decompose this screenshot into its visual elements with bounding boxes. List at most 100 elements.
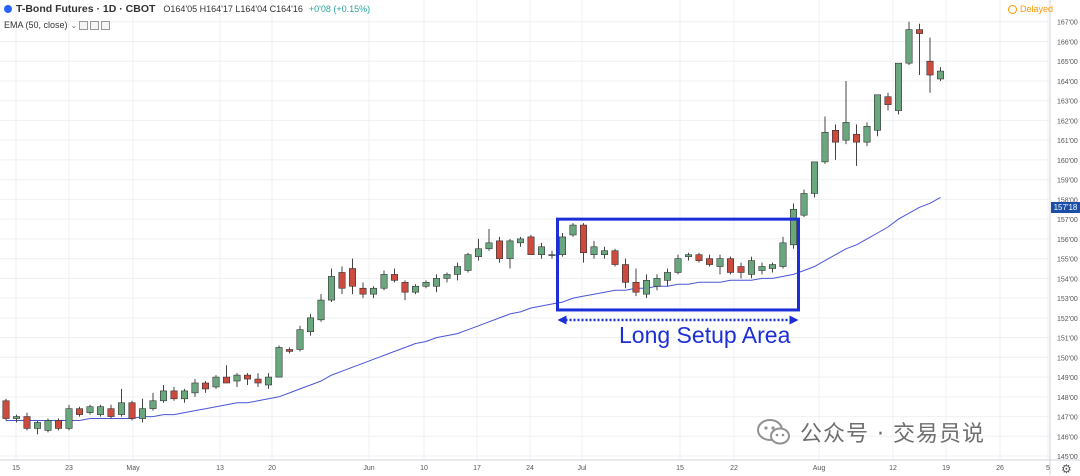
candle-body [285, 349, 293, 352]
candle [13, 414, 21, 423]
price-tick-label: 152'00 [1057, 316, 1078, 323]
arrow-left-icon [557, 315, 567, 325]
candle-body [684, 254, 692, 257]
candle [54, 418, 62, 431]
time-axis[interactable]: 15 23 May 13 20 Jun 10 17 24 Jul 15 22 Aug 12 19 26 5 [0, 459, 1080, 472]
time-tick-label: Jun [363, 465, 374, 472]
candle [527, 234, 535, 255]
time-tick-label: 10 [420, 465, 428, 472]
candle-body [789, 208, 797, 246]
candle [716, 254, 724, 275]
candle-body [768, 264, 776, 269]
candle-body [254, 378, 262, 384]
candle-body [139, 408, 147, 419]
time-tick-label: 20 [268, 465, 276, 472]
candle-body [579, 224, 587, 254]
price-tick-label: 154'00 [1057, 276, 1078, 283]
candle [873, 94, 881, 137]
candle-body [264, 376, 272, 386]
candle-body [2, 400, 10, 419]
time-tick-label: 13 [216, 465, 224, 472]
candle-body [118, 402, 126, 415]
candle [621, 258, 629, 289]
indicator-legend[interactable]: EMA (50, close) ⌄ [4, 20, 111, 30]
symbol-title[interactable]: T-Bond Futures · 1D · CBOT [16, 3, 156, 15]
candle-body [905, 29, 913, 64]
candle [128, 400, 136, 421]
candle-body [432, 278, 440, 287]
candle-body [128, 402, 136, 419]
candle [506, 238, 514, 269]
indicator-close-icon[interactable] [101, 20, 111, 30]
candle-body [600, 250, 608, 255]
candle-body [485, 242, 493, 250]
candle-body [107, 408, 115, 417]
candle [223, 365, 231, 384]
candle [747, 256, 755, 279]
candle [181, 388, 189, 403]
candle [842, 80, 850, 145]
price-tick-label: 167'00 [1057, 20, 1078, 27]
arrow-right-icon [789, 315, 799, 325]
candle [118, 388, 126, 417]
candle [453, 262, 461, 281]
candle [348, 258, 356, 295]
candle-body [233, 374, 241, 382]
candle [926, 37, 934, 93]
candle-body [569, 224, 577, 236]
candle [590, 240, 598, 259]
candle [884, 92, 892, 111]
time-tick-label: 26 [996, 465, 1004, 472]
last-price-tag: 157'18 [1051, 202, 1080, 213]
candle [852, 124, 860, 166]
candle [642, 274, 650, 299]
indicator-visibility-icon[interactable] [79, 20, 89, 30]
candle [779, 236, 787, 269]
delayed-badge[interactable]: Delayed [1008, 4, 1053, 14]
price-tick-label: 162'00 [1057, 118, 1078, 125]
price-axis[interactable]: 145'00 146'00 147'00 148'00 149'00 150'00 151'… [1049, 0, 1078, 475]
candle [191, 379, 199, 397]
candle [359, 282, 367, 299]
candle [317, 294, 325, 322]
candle-body [348, 268, 356, 287]
candle [443, 272, 451, 283]
price-tick-label: 150'00 [1057, 355, 1078, 362]
candle-body [537, 246, 545, 255]
ema-line [6, 196, 941, 421]
candle-body [443, 274, 451, 279]
candle-body [516, 238, 524, 244]
candle [474, 238, 482, 261]
candle-body [296, 329, 304, 350]
candle-body [758, 266, 766, 271]
price-tick-label: 161'00 [1057, 138, 1078, 145]
candle-body [747, 260, 755, 275]
candle-body [527, 236, 535, 255]
candle-body [548, 254, 556, 256]
candle [97, 404, 105, 417]
candle-body [810, 161, 818, 194]
setup-area-label: Long Setup Area [619, 322, 791, 348]
chevron-down-icon[interactable]: ⌄ [70, 20, 78, 30]
candle [579, 223, 587, 263]
clock-icon [1008, 4, 1017, 14]
candle [401, 280, 409, 301]
candle [327, 268, 335, 303]
candle-body [936, 70, 944, 80]
indicator-label: EMA (50, close) [4, 20, 68, 30]
indicator-settings-icon[interactable] [90, 20, 100, 30]
price-tick-label: 163'00 [1057, 99, 1078, 106]
candle-body [737, 266, 745, 273]
price-tick-label: 147'00 [1057, 415, 1078, 422]
setup-box [556, 217, 800, 312]
candle-body [611, 250, 619, 265]
candle-body [244, 374, 252, 380]
candle-body [23, 416, 31, 429]
candle-body [33, 422, 41, 429]
candle [264, 373, 272, 389]
candle [789, 203, 797, 249]
candle [411, 284, 419, 295]
gear-icon[interactable]: ⚙ [1061, 462, 1072, 476]
candle-body [926, 60, 934, 76]
